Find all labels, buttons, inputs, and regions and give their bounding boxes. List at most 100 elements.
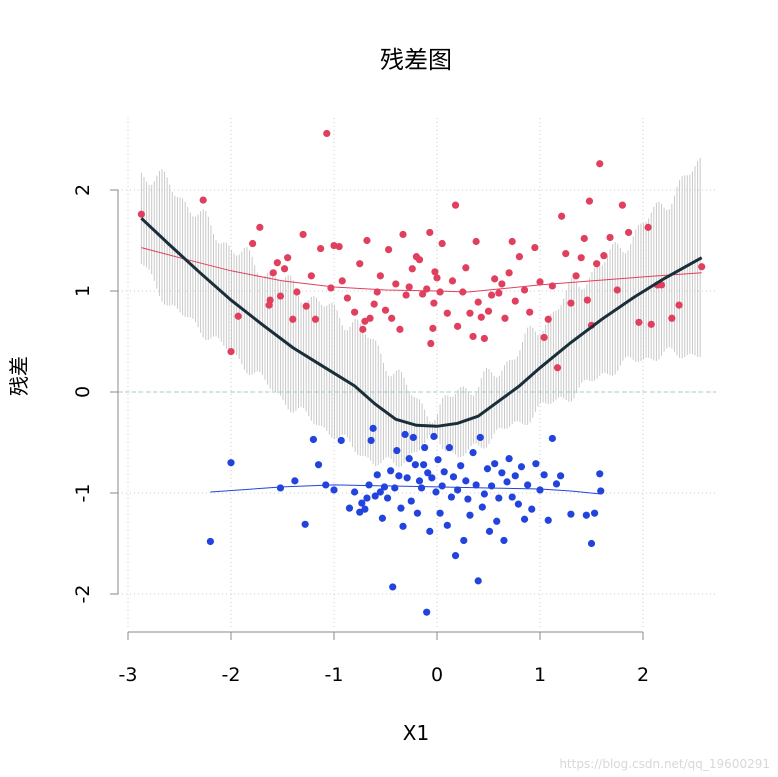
point-positive xyxy=(388,314,396,322)
point-negative xyxy=(552,480,561,488)
point-positive xyxy=(624,228,633,237)
point-negative xyxy=(376,488,384,496)
point-negative xyxy=(373,471,381,479)
point-positive xyxy=(462,264,470,272)
point-negative xyxy=(206,537,214,546)
point-positive xyxy=(343,294,351,302)
point-positive xyxy=(515,253,524,261)
point-negative xyxy=(505,455,513,463)
point-positive xyxy=(583,296,591,304)
point-negative xyxy=(462,477,470,485)
point-negative xyxy=(460,536,468,545)
point-positive xyxy=(526,308,534,316)
point-positive xyxy=(392,280,400,288)
point-positive xyxy=(415,256,424,264)
point-negative xyxy=(276,484,285,492)
data-points xyxy=(137,129,706,616)
point-negative xyxy=(391,484,399,492)
point-negative xyxy=(397,504,405,512)
point-negative xyxy=(451,552,460,560)
point-positive xyxy=(273,259,281,267)
point-positive xyxy=(405,283,413,291)
point-negative xyxy=(409,433,417,442)
point-negative xyxy=(322,481,330,489)
point-positive xyxy=(698,263,706,271)
point-positive xyxy=(459,288,467,296)
point-positive xyxy=(363,236,371,245)
point-negative xyxy=(405,455,413,463)
point-negative xyxy=(365,481,373,489)
point-positive xyxy=(531,243,539,252)
point-positive xyxy=(429,324,437,332)
point-positive xyxy=(356,260,364,268)
point-positive xyxy=(276,292,285,300)
point-negative xyxy=(415,477,424,485)
point-negative xyxy=(472,481,480,489)
point-negative xyxy=(443,521,451,529)
point-negative xyxy=(301,520,309,528)
point-positive xyxy=(307,272,315,280)
point-positive xyxy=(359,325,367,333)
point-positive xyxy=(480,334,488,343)
point-positive xyxy=(427,339,435,348)
point-positive xyxy=(436,288,444,296)
point-positive xyxy=(335,242,343,251)
point-negative xyxy=(407,497,415,505)
watermark: https://blog.csdn.net/qq_19600291 xyxy=(559,757,770,771)
point-positive xyxy=(323,129,331,138)
point-positive xyxy=(501,314,509,322)
point-negative xyxy=(544,516,552,524)
point-positive xyxy=(606,233,614,242)
point-positive xyxy=(317,244,325,253)
point-positive xyxy=(540,333,548,342)
point-negative xyxy=(474,577,482,585)
point-positive xyxy=(384,245,393,254)
point-positive xyxy=(426,228,434,237)
y-tick-label: 2 xyxy=(72,184,94,196)
point-positive xyxy=(289,315,297,323)
x-tick-label: 0 xyxy=(431,664,443,686)
point-negative xyxy=(597,487,605,495)
point-positive xyxy=(511,297,519,305)
point-positive xyxy=(495,289,503,297)
grid xyxy=(118,118,716,630)
chart-title: 残差图 xyxy=(380,46,452,74)
point-negative xyxy=(457,462,465,470)
point-negative xyxy=(483,465,492,473)
point-positive xyxy=(477,313,485,321)
point-positive xyxy=(448,277,457,285)
point-positive xyxy=(454,322,462,330)
point-positive xyxy=(249,239,257,248)
point-negative xyxy=(511,472,519,480)
point-negative xyxy=(227,459,235,467)
point-negative xyxy=(358,499,366,507)
point-positive xyxy=(443,309,451,317)
point-positive xyxy=(402,291,410,299)
point-negative xyxy=(540,471,548,479)
point-positive xyxy=(647,320,655,328)
point-negative xyxy=(411,461,419,469)
point-negative xyxy=(532,460,540,468)
point-positive xyxy=(293,288,301,296)
point-positive xyxy=(613,286,621,294)
point-negative xyxy=(503,478,511,486)
point-positive xyxy=(311,315,320,323)
point-negative xyxy=(363,494,371,502)
point-negative xyxy=(590,509,599,517)
point-negative xyxy=(520,515,529,523)
point-positive xyxy=(474,298,482,306)
point-positive xyxy=(644,223,652,231)
point-positive xyxy=(370,300,378,308)
point-positive xyxy=(553,364,562,372)
point-negative xyxy=(587,539,596,548)
confidence-band xyxy=(140,157,701,468)
point-positive xyxy=(430,299,438,307)
point-positive xyxy=(577,254,585,262)
point-negative xyxy=(469,449,477,457)
point-negative xyxy=(436,509,444,517)
x-tick-label: -1 xyxy=(325,664,344,686)
x-tick-label: -2 xyxy=(222,664,241,686)
point-negative xyxy=(517,463,526,471)
point-negative xyxy=(582,511,590,519)
point-positive xyxy=(373,288,381,296)
